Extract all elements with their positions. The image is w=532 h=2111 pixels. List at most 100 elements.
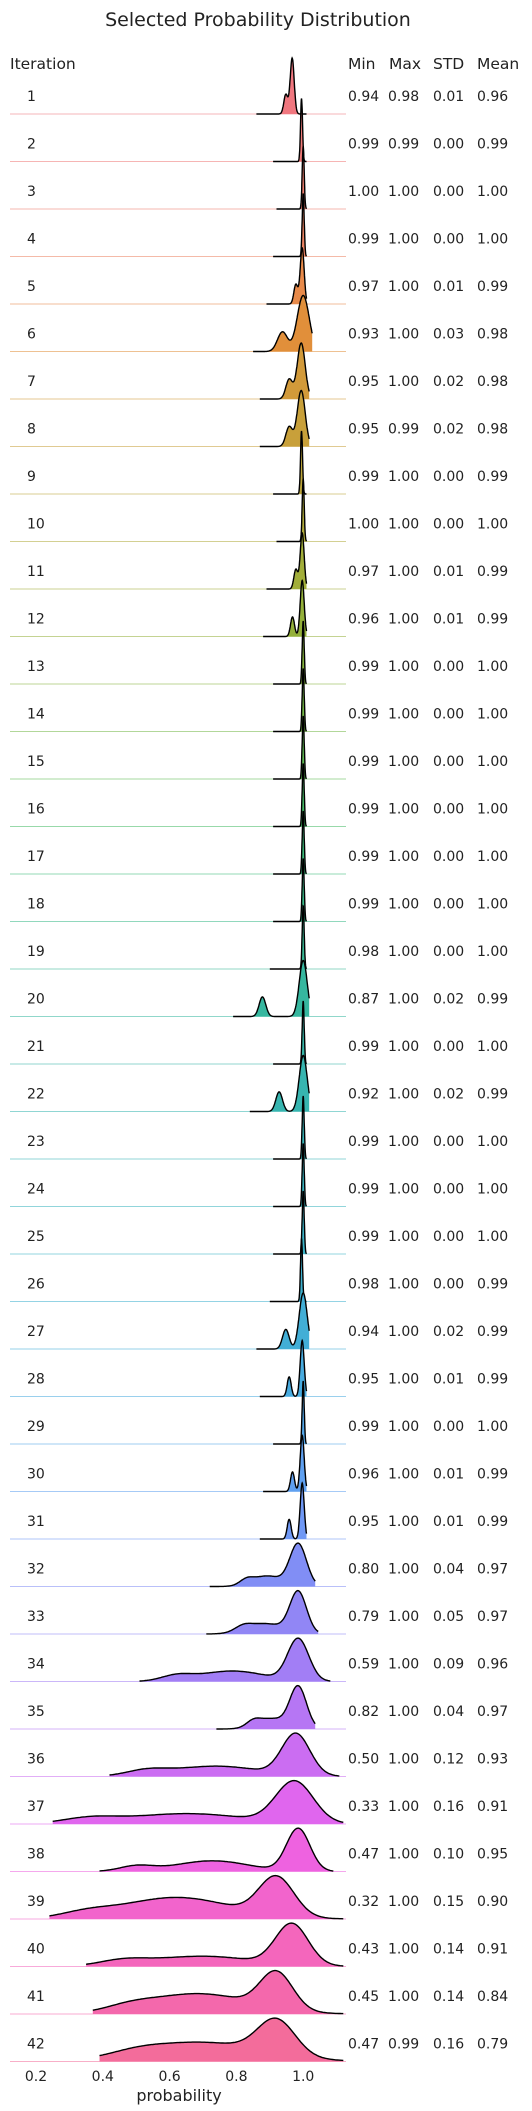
ridge-fill — [99, 1828, 334, 1872]
ridge-fill — [266, 533, 307, 589]
stat-std: 0.00 — [433, 659, 464, 675]
x-axis: 0.2 0.4 0.6 0.8 1.0 — [25, 2069, 314, 2085]
iteration-label: 3 — [27, 184, 36, 200]
iteration-label: 17 — [27, 849, 45, 865]
stat-min: 0.79 — [348, 1609, 379, 1625]
iteration-label: 13 — [27, 659, 45, 675]
stat-std: 0.04 — [433, 1704, 464, 1720]
ridge-fill — [216, 1685, 316, 1729]
stat-mean: 1.00 — [477, 1419, 508, 1435]
stat-std: 0.00 — [433, 1419, 464, 1435]
stat-max: 1.00 — [388, 754, 419, 770]
iteration-label: 25 — [27, 1229, 45, 1245]
stat-header-min: Min — [348, 55, 376, 73]
iteration-label: 11 — [27, 564, 45, 580]
stat-std: 0.03 — [433, 327, 464, 343]
stat-mean: 0.79 — [477, 2037, 508, 2053]
iteration-label: 39 — [27, 1894, 45, 1910]
stat-mean: 1.00 — [477, 517, 508, 533]
stat-max: 1.00 — [388, 327, 419, 343]
stat-max: 1.00 — [388, 944, 419, 960]
stat-mean: 1.00 — [477, 754, 508, 770]
stat-max: 1.00 — [388, 1134, 419, 1150]
stat-std: 0.01 — [433, 564, 464, 580]
stat-min: 1.00 — [348, 517, 379, 533]
stat-mean: 0.99 — [477, 1372, 508, 1388]
stat-std: 0.00 — [433, 184, 464, 200]
stat-max: 1.00 — [388, 1277, 419, 1293]
iteration-label: 16 — [27, 802, 45, 818]
ridge-outline — [249, 1054, 310, 1113]
ridge-fill — [52, 1780, 344, 1824]
stat-max: 1.00 — [388, 612, 419, 628]
ridge-fill — [86, 1923, 344, 1967]
stat-std: 0.00 — [433, 1182, 464, 1198]
ridge-fill — [256, 58, 307, 114]
ridge-outline — [52, 1779, 344, 1823]
stat-std: 0.00 — [433, 944, 464, 960]
stat-std: 0.00 — [433, 232, 464, 248]
stat-mean: 1.00 — [477, 232, 508, 248]
stat-max: 1.00 — [388, 1514, 419, 1530]
stat-std: 0.02 — [433, 992, 464, 1008]
stat-mean: 1.00 — [477, 707, 508, 723]
stat-min: 0.95 — [348, 422, 379, 438]
stat-max: 1.00 — [388, 1657, 419, 1673]
stat-max: 1.00 — [388, 1989, 419, 2005]
stat-std: 0.01 — [433, 1514, 464, 1530]
stat-min: 0.99 — [348, 1419, 379, 1435]
stat-mean: 0.90 — [477, 1894, 508, 1910]
stat-mean: 0.91 — [477, 1942, 508, 1958]
ridge-fill — [209, 1543, 316, 1587]
stat-std: 0.05 — [433, 1609, 464, 1625]
stat-min: 0.33 — [348, 1799, 379, 1815]
ridge-fill — [49, 1875, 344, 1919]
ridge-outline — [233, 959, 310, 1018]
stat-std: 0.01 — [433, 89, 464, 105]
iteration-label: 10 — [27, 517, 45, 533]
stat-min: 0.99 — [348, 1039, 379, 1055]
stat-mean: 1.00 — [477, 1182, 508, 1198]
stat-max: 1.00 — [388, 564, 419, 580]
iteration-label: 28 — [27, 1372, 45, 1388]
stat-min: 0.87 — [348, 992, 379, 1008]
stat-mean: 0.97 — [477, 1609, 508, 1625]
iteration-label: 23 — [27, 1134, 45, 1150]
stat-min: 0.96 — [348, 612, 379, 628]
ridge-outline — [216, 1684, 316, 1730]
stat-max: 1.00 — [388, 1942, 419, 1958]
stat-max: 1.00 — [388, 802, 419, 818]
stat-max: 0.98 — [388, 89, 419, 105]
stat-mean: 0.99 — [477, 992, 508, 1008]
ridge-outline — [273, 858, 308, 923]
ridge-fill — [206, 1590, 319, 1634]
stat-mean: 1.00 — [477, 944, 508, 960]
ridge-outline — [273, 430, 307, 495]
ridge-outline — [253, 294, 313, 353]
stat-min: 0.99 — [348, 469, 379, 485]
stat-std: 0.00 — [433, 1039, 464, 1055]
ridge-outline — [109, 1732, 340, 1777]
iteration-label: 2 — [27, 137, 36, 153]
iteration-label: 29 — [27, 1419, 45, 1435]
ridge-outline — [256, 1292, 310, 1350]
stat-header-mean: Mean — [477, 55, 519, 73]
ridge-outline — [273, 763, 308, 828]
ridge-outline — [99, 1827, 334, 1872]
stat-mean: 0.99 — [477, 1087, 508, 1103]
stat-max: 1.00 — [388, 184, 419, 200]
x-tick-label: 0.4 — [92, 2069, 114, 2085]
stat-std: 0.00 — [433, 897, 464, 913]
stat-min: 0.47 — [348, 2037, 379, 2053]
stat-min: 0.43 — [348, 1942, 379, 1958]
stat-min: 0.32 — [348, 1894, 379, 1910]
stat-std: 0.02 — [433, 422, 464, 438]
iteration-label: 41 — [27, 1989, 45, 2005]
stat-max: 1.00 — [388, 1562, 419, 1578]
stat-std: 0.01 — [433, 279, 464, 295]
ridge-outline — [92, 1969, 344, 2015]
stat-max: 1.00 — [388, 1799, 419, 1815]
stat-mean: 0.99 — [477, 469, 508, 485]
stat-min: 0.99 — [348, 1182, 379, 1198]
stat-min: 0.99 — [348, 232, 379, 248]
